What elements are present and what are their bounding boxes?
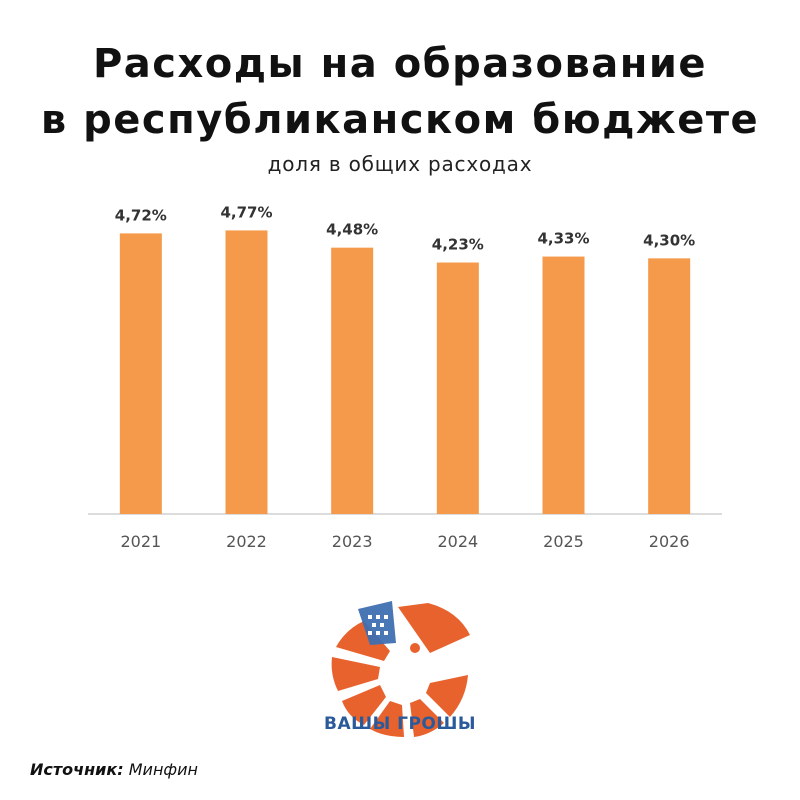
chart-title: Расходы на образование в республиканском… xyxy=(0,36,800,148)
data-label-2023: 4,48% xyxy=(326,221,378,239)
x-tick-label-2021: 2021 xyxy=(120,532,161,551)
bar-2023 xyxy=(331,247,374,515)
x-tick-label-2024: 2024 xyxy=(437,532,478,551)
x-tick-label-2026: 2026 xyxy=(649,532,690,551)
bar-2022 xyxy=(225,230,268,515)
logo-icon xyxy=(331,601,470,737)
brand-name: ВАШЫ ГРОШЫ xyxy=(323,714,476,734)
data-label-2025: 4,33% xyxy=(537,230,589,248)
source-value: Минфин xyxy=(128,760,198,779)
x-tick-label-2025: 2025 xyxy=(543,532,584,551)
bar-2024 xyxy=(436,262,479,514)
title-line-1: Расходы на образование xyxy=(92,41,708,87)
title-line-2: в республиканском бюджете xyxy=(40,97,760,143)
data-label-2024: 4,23% xyxy=(432,236,484,254)
source-label: Источник: xyxy=(30,760,124,779)
bar-2025 xyxy=(542,256,585,514)
source-note: Источник: Минфин xyxy=(30,760,198,779)
data-label-2022: 4,77% xyxy=(220,203,272,221)
x-tick-label-2023: 2023 xyxy=(332,532,373,551)
data-label-2026: 4,30% xyxy=(643,231,695,249)
bar-chart: 4,72% 2021 4,77% 2022 4,48% 2023 4,23% 2024 4,33… xyxy=(88,203,722,551)
chart-subtitle: доля в общих расходах xyxy=(267,152,533,176)
x-tick-label-2022: 2022 xyxy=(226,532,267,551)
bar-2021 xyxy=(119,233,162,514)
bar-2026 xyxy=(648,258,691,514)
data-label-2021: 4,72% xyxy=(115,206,167,224)
